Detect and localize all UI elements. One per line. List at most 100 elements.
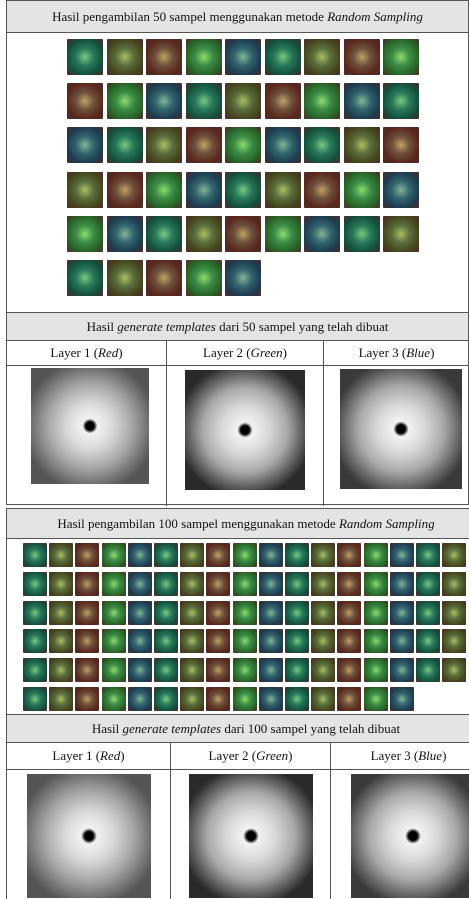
- sample-thumbnail: [383, 215, 419, 252]
- sample-thumbnail: [101, 571, 126, 596]
- sample-thumbnail: [264, 39, 301, 75]
- sample-thumbnail: [264, 127, 301, 164]
- text-segment: ): [430, 345, 435, 360]
- sample-thumbnail: [23, 543, 47, 567]
- sample-thumbnail: [285, 687, 309, 712]
- sample-thumbnail: [225, 83, 261, 120]
- sample-thumbnail: [146, 171, 182, 208]
- sample-thumbnail: [343, 171, 380, 208]
- text-segment: Layer 3 (: [358, 345, 407, 360]
- sample-thumbnail: [343, 127, 380, 164]
- sample-thumbnail: [67, 127, 103, 164]
- sample-thumbnail: [206, 658, 231, 683]
- sample-thumbnail: [106, 215, 143, 252]
- sample-thumbnail: [225, 127, 261, 164]
- text-segment: dari 100 sampel yang telah dibuat: [221, 720, 401, 736]
- sample-thumbnail: [416, 543, 440, 567]
- sample-thumbnail: [185, 83, 222, 120]
- sample-thumbnail: [225, 171, 261, 208]
- sample-thumbnail: [337, 629, 362, 654]
- sample-thumbnail: [67, 83, 103, 120]
- sample-thumbnail: [23, 571, 47, 596]
- sample-thumbnail: [67, 260, 103, 297]
- sample-thumbnail: [146, 215, 182, 252]
- sample-thumbnail: [311, 600, 336, 625]
- sample-thumbnail: [258, 571, 283, 596]
- text-segment: Green: [250, 345, 283, 360]
- sample-thumbnail: [383, 171, 419, 208]
- sample-thumbnail: [304, 127, 340, 164]
- sample-thumbnail: [285, 629, 309, 654]
- sample-thumbnail: [67, 171, 103, 208]
- sample-thumbnail: [206, 629, 231, 654]
- sample-thumbnail: [67, 215, 103, 252]
- sample-thumbnail: [363, 600, 388, 625]
- text-segment: generate templates: [122, 720, 222, 736]
- sample-thumbnail: [75, 600, 100, 625]
- sample-thumbnail: [106, 83, 143, 120]
- sample-thumbnail: [154, 629, 178, 654]
- sample-thumbnail: [185, 215, 222, 252]
- sample-thumbnail: [106, 39, 143, 75]
- text-segment: Layer 2 (: [208, 748, 257, 763]
- layer-header: Layer 3 (Blue): [331, 743, 469, 769]
- sample-thumbnail: [363, 629, 388, 654]
- layer-header-row: Layer 1 (Red) Layer 2 (Green) Layer 3 (Blu…: [7, 341, 468, 366]
- template-image: [189, 774, 313, 898]
- sample-thumbnail: [75, 629, 100, 654]
- text-segment: dari 50 sampel yang telah dibuat: [215, 318, 389, 334]
- sample-thumbnail: [258, 543, 283, 567]
- sample-thumbnail: [442, 543, 467, 567]
- text-segment: Blue: [418, 748, 443, 763]
- sample-thumbnail: [106, 127, 143, 164]
- sample-thumbnail: [146, 127, 182, 164]
- layer-header: Layer 1 (Red): [7, 743, 171, 769]
- text-segment: Hasil pengambilan 50 sampel menggunakan …: [52, 8, 328, 24]
- text-segment: ): [442, 748, 447, 763]
- layer-header: Layer 2 (Green): [167, 341, 324, 365]
- sample-thumbnail: [311, 543, 336, 567]
- sample-thumbnail: [49, 687, 74, 712]
- sample-thumbnail: [101, 687, 126, 712]
- sample-thumbnail: [232, 687, 257, 712]
- table: Hasil pengambilan 100 sampel menggunakan…: [6, 508, 469, 899]
- sample-thumbnail: [225, 39, 261, 75]
- sample-thumbnail: [206, 571, 231, 596]
- text-segment: Hasil: [86, 318, 118, 334]
- text-segment: ): [118, 345, 123, 360]
- sample-thumbnail: [225, 215, 261, 252]
- sample-thumbnail: [311, 629, 336, 654]
- sample-thumbnail: [154, 600, 178, 625]
- sample-thumbnail: [180, 543, 205, 567]
- sample-grid: [7, 33, 468, 313]
- sample-thumbnail: [75, 571, 100, 596]
- sample-thumbnail: [383, 127, 419, 164]
- sample-thumbnail: [442, 571, 467, 596]
- sample-thumbnail: [206, 543, 231, 567]
- template-cell: [7, 770, 171, 899]
- sample-thumbnail: [389, 687, 414, 712]
- sample-thumbnail: [75, 687, 100, 712]
- text-segment: Layer 1 (: [50, 345, 99, 360]
- sample-thumbnail: [180, 658, 205, 683]
- sample-thumbnail: [127, 687, 152, 712]
- sample-thumbnail: [304, 83, 340, 120]
- sample-grid: [7, 539, 469, 715]
- sample-thumbnail: [127, 658, 152, 683]
- template-image-row: [7, 366, 468, 506]
- sample-thumbnail: [232, 658, 257, 683]
- sample-thumbnail: [285, 543, 309, 567]
- sample-thumbnail: [442, 600, 467, 625]
- sample-title-row: Hasil pengambilan 50 sampel menggunakan …: [7, 1, 468, 33]
- sample-thumbnail: [101, 600, 126, 625]
- sample-thumbnail: [49, 658, 74, 683]
- sample-thumbnail: [389, 600, 414, 625]
- sample-thumbnail: [389, 658, 414, 683]
- template-image: [31, 368, 149, 484]
- sample-thumbnail: [337, 543, 362, 567]
- sample-thumbnail: [389, 629, 414, 654]
- sample-thumbnail: [154, 658, 178, 683]
- text-segment: ): [288, 748, 293, 763]
- sample-thumbnail: [106, 260, 143, 297]
